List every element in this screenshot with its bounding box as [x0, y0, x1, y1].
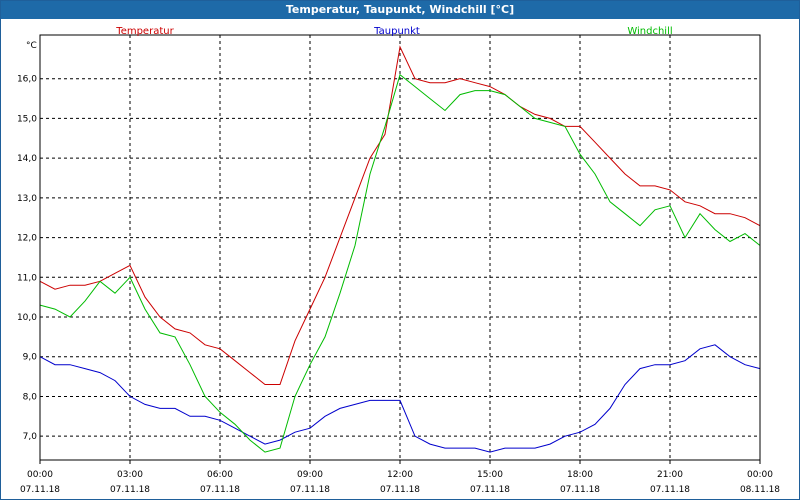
series-line-taupunkt	[39, 344, 761, 453]
x-tick-date: 07.11.18	[110, 485, 150, 495]
x-tick-date: 07.11.18	[470, 485, 510, 495]
x-tick-date: 07.11.18	[380, 485, 420, 495]
legend-entry-taupunkt: Taupunkt	[373, 26, 420, 37]
x-tick-time: 03:00	[117, 470, 143, 480]
x-tick-time: 18:00	[567, 470, 593, 480]
y-tick-label: 14,0	[17, 154, 37, 164]
y-tick-label: 11,0	[17, 273, 37, 283]
y-tick-label: 13,0	[17, 194, 37, 204]
y-tick-label: 12,0	[17, 234, 37, 244]
x-tick-date: 07.11.18	[20, 485, 60, 495]
y-tick-labels: 7,0 8,0 9,0 10,0 11,0 12,0 13,0 14,0 15,0 16,0	[17, 75, 37, 442]
x-tick-time: 15:00	[477, 470, 503, 480]
series-lines	[39, 45, 761, 453]
legend: Temperatur Taupunkt Windchill	[115, 26, 672, 37]
x-tick-date: 07.11.18	[200, 485, 240, 495]
x-tick-time: 00:00	[747, 470, 773, 480]
grid-lines	[40, 35, 760, 460]
x-tick-date: 07.11.18	[650, 485, 690, 495]
window-title: Temperatur, Taupunkt, Windchill [°C]	[1, 1, 799, 19]
y-tick-label: 10,0	[17, 313, 37, 323]
legend-entry-windchill: Windchill	[627, 26, 672, 37]
y-tick-label: 15,0	[17, 114, 37, 124]
x-tick-date: 07.11.18	[290, 485, 330, 495]
y-tick-label: 16,0	[17, 75, 37, 85]
x-tick-date: 08.11.18	[740, 485, 780, 495]
x-tick-labels: 00:00 07.11.18 03:00 07.11.18 06:00 07.11.18 0…	[20, 460, 780, 495]
y-axis-unit: °C	[26, 41, 37, 51]
x-tick-time: 00:00	[27, 470, 53, 480]
x-tick-time: 21:00	[657, 470, 683, 480]
y-tick-label: 9,0	[23, 353, 38, 363]
x-tick-time: 12:00	[387, 470, 413, 480]
x-tick-time: 06:00	[207, 470, 233, 480]
y-tick-label: 7,0	[23, 432, 38, 442]
x-tick-date: 07.11.18	[560, 485, 600, 495]
y-tick-label: 8,0	[23, 392, 38, 402]
plot-area-border	[39, 34, 761, 461]
legend-entry-temperatur: Temperatur	[115, 26, 174, 37]
series-line-windchill	[39, 73, 761, 453]
series-line-temperatur	[39, 45, 761, 385]
x-tick-time: 09:00	[297, 470, 323, 480]
